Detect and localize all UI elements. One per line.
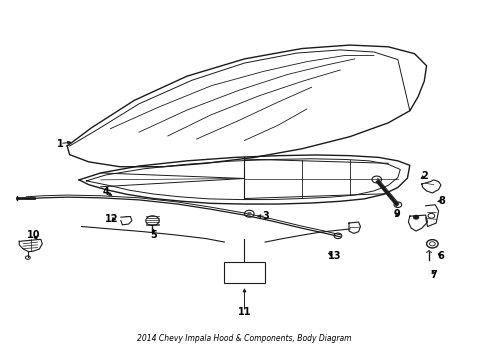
Text: 9: 9 (393, 210, 400, 219)
Text: 2: 2 (420, 171, 427, 181)
Text: 7: 7 (429, 270, 436, 280)
Text: 13: 13 (327, 251, 341, 261)
Text: 12: 12 (104, 213, 118, 224)
Bar (224, 262, 264, 283)
Text: 2014 Chevy Impala Hood & Components, Body Diagram: 2014 Chevy Impala Hood & Components, Bod… (137, 334, 351, 343)
Text: 8: 8 (438, 195, 445, 206)
Circle shape (247, 212, 251, 215)
Text: 11: 11 (237, 307, 251, 317)
Text: 6: 6 (437, 251, 444, 261)
Text: 10: 10 (27, 230, 41, 240)
Text: 4: 4 (102, 187, 109, 197)
Circle shape (412, 215, 418, 219)
Text: 3: 3 (262, 211, 269, 221)
Text: 5: 5 (150, 230, 157, 240)
Text: 1: 1 (57, 139, 63, 149)
